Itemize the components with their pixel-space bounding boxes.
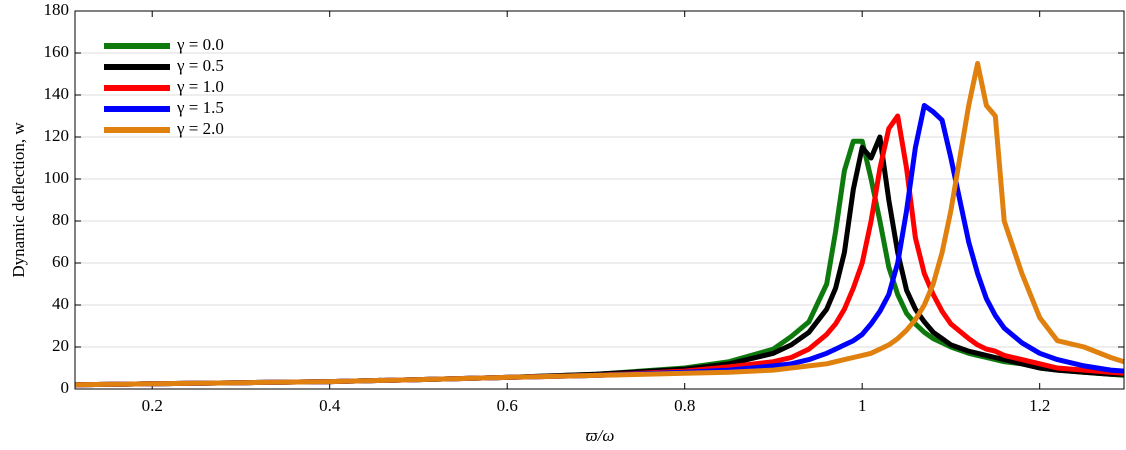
legend-label: γ = 1.0 xyxy=(176,77,224,96)
y-tick-label: 80 xyxy=(52,210,69,229)
y-tick-label: 60 xyxy=(52,252,69,271)
legend-label: γ = 2.0 xyxy=(176,119,224,138)
x-tick-label: 0.4 xyxy=(319,396,341,415)
y-tick-label: 140 xyxy=(44,84,70,103)
y-tick-label: 0 xyxy=(61,378,70,397)
legend-label: γ = 1.5 xyxy=(176,98,224,117)
y-tick-label: 180 xyxy=(44,0,70,19)
y-tick-label: 120 xyxy=(44,126,70,145)
y-tick-label: 160 xyxy=(44,42,70,61)
line xyxy=(74,113,1125,388)
y-axis-label: Dynamic deflection, w xyxy=(9,122,28,278)
x-axis-label: ϖ/ω xyxy=(586,426,615,445)
y-tick-label: 20 xyxy=(52,336,69,355)
x-tick-label: 1.2 xyxy=(1029,396,1050,415)
y-tick-label: 40 xyxy=(52,294,69,313)
legend-label: γ = 0.0 xyxy=(176,35,224,54)
line xyxy=(74,61,1125,388)
x-tick-label: 1 xyxy=(858,396,867,415)
legend-label: γ = 0.5 xyxy=(176,56,224,75)
line xyxy=(74,103,1125,388)
y-tick-label: 100 xyxy=(44,168,70,187)
plot-frame xyxy=(74,10,1125,390)
x-tick-label: 0.2 xyxy=(142,396,163,415)
line xyxy=(74,134,1124,388)
x-tick-label: 0.8 xyxy=(674,396,695,415)
x-tick-label: 0.6 xyxy=(497,396,518,415)
